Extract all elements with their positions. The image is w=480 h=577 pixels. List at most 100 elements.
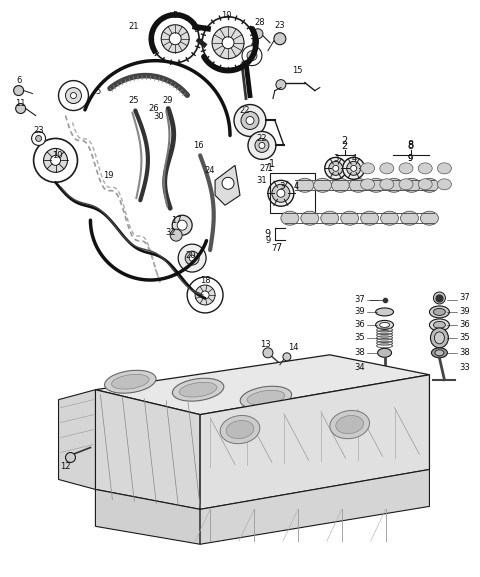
Circle shape	[65, 88, 82, 103]
Text: 9: 9	[408, 154, 413, 163]
Text: 6: 6	[16, 76, 21, 85]
Text: 13: 13	[260, 340, 270, 349]
Ellipse shape	[380, 323, 390, 327]
Ellipse shape	[432, 348, 447, 358]
Ellipse shape	[349, 178, 367, 192]
Polygon shape	[200, 470, 430, 544]
Text: 28: 28	[254, 18, 265, 27]
Text: 4: 4	[352, 154, 357, 163]
Ellipse shape	[325, 158, 347, 179]
Ellipse shape	[420, 178, 438, 192]
Text: 23: 23	[275, 21, 285, 30]
Circle shape	[71, 92, 76, 99]
Circle shape	[277, 189, 285, 197]
Ellipse shape	[272, 184, 290, 203]
Text: 1: 1	[267, 163, 273, 173]
Polygon shape	[96, 389, 200, 509]
Circle shape	[185, 251, 199, 265]
Ellipse shape	[435, 350, 444, 356]
Ellipse shape	[385, 178, 403, 192]
Text: 30: 30	[153, 112, 164, 121]
Ellipse shape	[376, 308, 394, 316]
Text: 16: 16	[193, 141, 204, 150]
Text: 10: 10	[52, 151, 63, 160]
Text: 36: 36	[354, 320, 365, 329]
Ellipse shape	[111, 374, 149, 389]
Text: 32: 32	[165, 228, 176, 237]
Circle shape	[247, 51, 257, 61]
Ellipse shape	[347, 162, 360, 175]
Circle shape	[201, 291, 209, 299]
Polygon shape	[215, 166, 240, 205]
Circle shape	[274, 33, 286, 44]
Text: 35: 35	[354, 334, 365, 342]
Circle shape	[44, 148, 68, 173]
Text: 12: 12	[60, 462, 71, 471]
Ellipse shape	[332, 178, 349, 192]
Circle shape	[212, 27, 244, 59]
Text: 17: 17	[171, 216, 181, 224]
Circle shape	[234, 104, 266, 136]
Ellipse shape	[329, 162, 343, 175]
Circle shape	[283, 353, 291, 361]
Text: 33: 33	[459, 364, 470, 372]
Text: 18: 18	[200, 276, 210, 284]
Circle shape	[259, 143, 265, 148]
Text: 31: 31	[257, 176, 267, 185]
Text: 19: 19	[103, 171, 114, 180]
Circle shape	[202, 17, 254, 69]
Ellipse shape	[399, 179, 413, 190]
Text: 35: 35	[459, 334, 469, 342]
Text: 10: 10	[221, 12, 231, 20]
Circle shape	[333, 166, 339, 171]
Circle shape	[50, 155, 60, 166]
Circle shape	[263, 348, 273, 358]
Circle shape	[255, 138, 269, 152]
Ellipse shape	[360, 211, 379, 225]
Text: 2: 2	[342, 136, 348, 147]
Ellipse shape	[380, 179, 394, 190]
Text: 9: 9	[265, 229, 271, 239]
Ellipse shape	[336, 415, 363, 434]
Circle shape	[195, 285, 215, 305]
Ellipse shape	[180, 383, 217, 397]
Ellipse shape	[380, 163, 394, 174]
Circle shape	[36, 136, 42, 141]
Circle shape	[170, 229, 182, 241]
Ellipse shape	[367, 178, 385, 192]
Circle shape	[13, 85, 24, 96]
Ellipse shape	[433, 321, 445, 328]
Text: 3: 3	[279, 182, 285, 191]
Ellipse shape	[437, 163, 451, 174]
Text: 24: 24	[205, 166, 216, 175]
Text: 39: 39	[354, 308, 365, 316]
Ellipse shape	[434, 332, 444, 344]
Circle shape	[16, 103, 25, 114]
Text: 22: 22	[240, 106, 250, 115]
Circle shape	[242, 46, 262, 66]
Text: 26: 26	[148, 104, 158, 113]
Ellipse shape	[247, 390, 285, 405]
Ellipse shape	[226, 421, 254, 439]
Polygon shape	[200, 374, 430, 509]
Circle shape	[187, 277, 223, 313]
Ellipse shape	[420, 211, 438, 225]
Text: 37: 37	[354, 295, 365, 305]
Circle shape	[172, 215, 192, 235]
Ellipse shape	[330, 410, 370, 439]
Circle shape	[177, 220, 187, 230]
Ellipse shape	[418, 179, 432, 190]
Ellipse shape	[381, 211, 398, 225]
Text: 5: 5	[173, 12, 178, 20]
Ellipse shape	[301, 211, 319, 225]
Text: 9: 9	[408, 154, 413, 163]
Text: 8: 8	[408, 141, 414, 151]
Ellipse shape	[431, 328, 448, 348]
Text: 39: 39	[459, 308, 469, 316]
Text: 5: 5	[96, 87, 101, 96]
Text: 7: 7	[275, 243, 281, 253]
Circle shape	[433, 292, 445, 304]
Circle shape	[276, 80, 286, 89]
Text: 37: 37	[459, 294, 470, 302]
Circle shape	[161, 25, 189, 53]
